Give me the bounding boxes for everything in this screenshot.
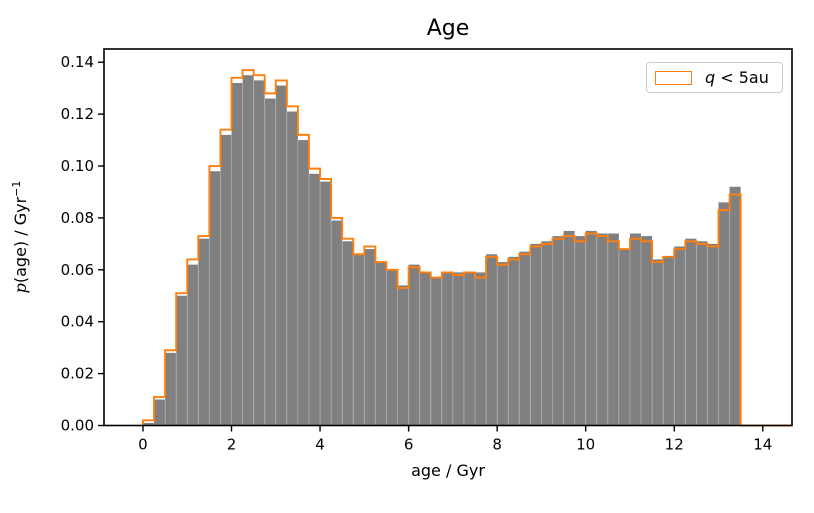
histogram-bar [441, 272, 453, 426]
histogram-bar [674, 246, 686, 426]
histogram-bar [641, 236, 653, 426]
x-tick-label: 10 [576, 436, 595, 454]
histogram-bar [663, 256, 675, 426]
histogram-bar [497, 262, 509, 426]
step-outline [142, 69, 792, 427]
histogram-bar [408, 264, 420, 426]
x-tick-label: 12 [665, 436, 684, 454]
histogram-bar [331, 220, 343, 426]
histogram-bar [463, 272, 476, 426]
histogram-bar [253, 80, 265, 426]
x-tick-label: 14 [753, 436, 772, 454]
histogram-bar [419, 272, 431, 426]
histogram-bar [342, 241, 354, 426]
x-tick-label: 4 [315, 436, 325, 454]
histogram-bar [563, 230, 575, 426]
histogram-bar [607, 233, 619, 426]
histogram-bar [364, 249, 376, 426]
histogram-bar [209, 171, 221, 426]
legend-label: q < 5au [705, 68, 769, 87]
histogram-bar [353, 254, 365, 426]
histogram-bar [264, 98, 276, 426]
histogram-bar [541, 241, 553, 426]
histogram-bar [574, 236, 586, 426]
x-tick-label: 0 [138, 436, 148, 454]
histogram-bar [618, 249, 630, 426]
histogram-bar [707, 243, 719, 426]
histogram-bar [452, 272, 464, 426]
histogram-bar [397, 285, 409, 426]
histogram-bar [275, 85, 287, 426]
y-tick-label: 0.08 [61, 209, 94, 227]
axes-spines [103, 48, 793, 427]
y-tick-label: 0.04 [61, 313, 94, 331]
histogram-bar [286, 111, 298, 426]
histogram-bar [696, 241, 708, 426]
histogram-bar [308, 173, 321, 426]
y-axis-label-units: (age) / Gyr [11, 196, 31, 284]
histogram-bar [242, 75, 254, 426]
x-axis-label: age / Gyr [411, 461, 485, 480]
histogram-bar [685, 238, 697, 426]
y-tick-label: 0.10 [61, 157, 94, 175]
x-tick-label: 6 [404, 436, 414, 454]
histogram-bar [486, 254, 498, 426]
legend: q < 5au [646, 62, 783, 93]
histogram-bar [585, 230, 597, 426]
histogram-bar [165, 352, 177, 426]
histogram-bar [176, 295, 188, 426]
histogram-bar [375, 262, 387, 426]
histogram-bar [198, 238, 210, 426]
histogram-bar [552, 236, 564, 426]
y-tick-label: 0.00 [61, 417, 94, 435]
histogram-bar [652, 259, 664, 426]
x-tick-label: 8 [492, 436, 502, 454]
histogram-bar [320, 181, 332, 426]
histogram-bar [596, 233, 608, 426]
histogram-bar [142, 422, 155, 426]
histogram-bar [629, 233, 642, 426]
y-tick-label: 0.14 [61, 53, 94, 71]
histogram-bar [187, 264, 199, 426]
y-tick-label: 0.12 [61, 105, 94, 123]
x-tick-label: 2 [227, 436, 237, 454]
y-axis-label: p(age) / Gyr−1 [10, 181, 30, 294]
y-axis-label-symbol: p [11, 283, 31, 294]
chart-title: Age [426, 16, 470, 41]
histogram-bar [519, 251, 531, 426]
histogram-bar [154, 399, 166, 426]
y-tick-label: 0.06 [61, 261, 94, 279]
y-tick-label: 0.02 [61, 365, 94, 383]
histogram-bar [508, 256, 520, 426]
legend-swatch-step-outline [655, 70, 692, 85]
histogram-bar [718, 202, 730, 426]
histogram-bar [231, 82, 243, 426]
histogram-bar [386, 269, 398, 426]
legend-label-symbol: q [705, 68, 716, 87]
histogram-bar [297, 140, 309, 426]
y-axis-label-exponent: −1 [9, 180, 23, 197]
histogram-bar [430, 277, 442, 426]
histogram-bar [530, 243, 542, 426]
histogram-bar [220, 134, 232, 426]
histogram-bar [475, 272, 487, 426]
histogram-bar [729, 186, 741, 426]
legend-label-rest: < 5au [715, 68, 769, 87]
